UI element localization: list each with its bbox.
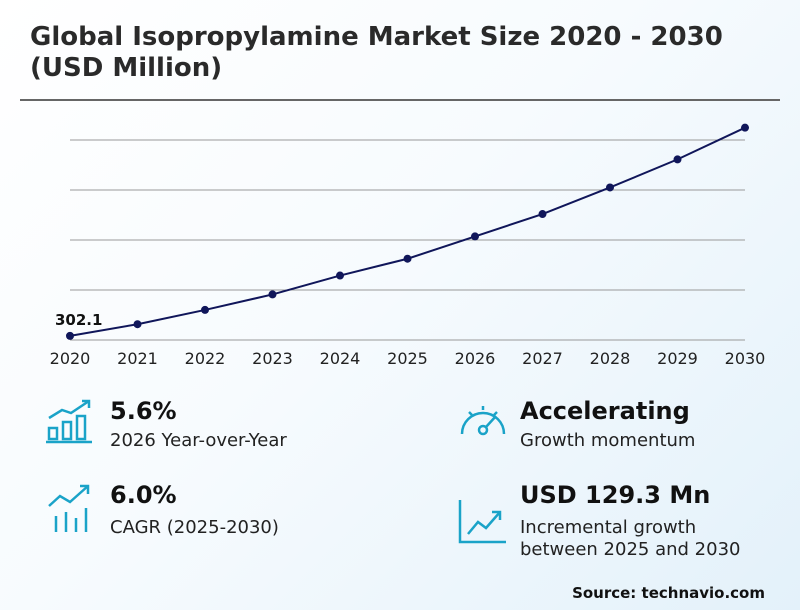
incremental-value: USD 129.3 Mn [520,481,711,509]
chart-gridlines [70,139,745,341]
x-tick-label-2030: 2030 [725,349,766,368]
line-chart: 302.1 2020 2021 2022 2023 2024 2025 2026 2027 20… [50,123,766,368]
stat-cagr: 6.0% CAGR (2025-2030) [46,481,406,542]
data-point-2024 [336,271,344,280]
x-tick-label-2028: 2028 [590,349,631,368]
cagr-label: CAGR (2025-2030) [110,517,279,538]
momentum-value: Accelerating [520,397,690,425]
cagr-value: 6.0% [110,481,177,509]
stat-yoy: 5.6% 2026 Year-over-Year [46,397,406,458]
x-tick-label-2027: 2027 [522,349,563,368]
data-points [66,123,749,340]
data-labels: 302.1 [55,311,102,329]
data-point-2026 [471,232,479,241]
stat-momentum: Accelerating Growth momentum [458,397,778,458]
x-tick-label-2020: 2020 [50,349,91,368]
data-label-2020: 302.1 [55,311,102,329]
data-point-2022 [201,305,209,314]
data-point-2023 [268,290,277,299]
bar-chart-growth-icon [46,399,92,444]
stat-incremental: USD 129.3 Mn Incremental growth between … [458,481,778,562]
momentum-label: Growth momentum [520,430,696,451]
x-tick-label-2026: 2026 [455,349,496,368]
title-divider [20,99,780,101]
data-point-2021 [133,320,142,329]
x-tick-label-2029: 2029 [657,349,698,368]
incremental-label-line1: Incremental growth [520,517,697,538]
series-line [69,126,746,337]
data-point-2020 [66,331,74,340]
data-point-2027 [538,210,547,219]
data-point-2030 [741,123,749,132]
yoy-label: 2026 Year-over-Year [110,430,287,451]
trend-line-icon [48,484,90,532]
x-tick-label-2023: 2023 [252,349,293,368]
x-tick-label-2024: 2024 [320,349,361,368]
incremental-label-line2: between 2025 and 2030 [520,539,741,560]
yoy-value: 5.6% [110,397,177,425]
chart-growth-icon [458,500,506,544]
data-point-2028 [606,183,614,192]
x-tick-label-2021: 2021 [117,349,158,368]
source-note: Source: technavio.com [572,584,765,602]
data-point-2025 [403,254,412,263]
x-axis-tick-labels: 2020 2021 2022 2023 2024 2025 2026 2027 2028 2029… [50,349,766,368]
chart-title: Global Isopropylamine Market Size 2020 -… [30,22,723,83]
speedometer-icon [460,406,506,436]
data-point-2029 [673,155,682,164]
x-tick-label-2025: 2025 [387,349,428,368]
x-tick-label-2022: 2022 [185,349,226,368]
